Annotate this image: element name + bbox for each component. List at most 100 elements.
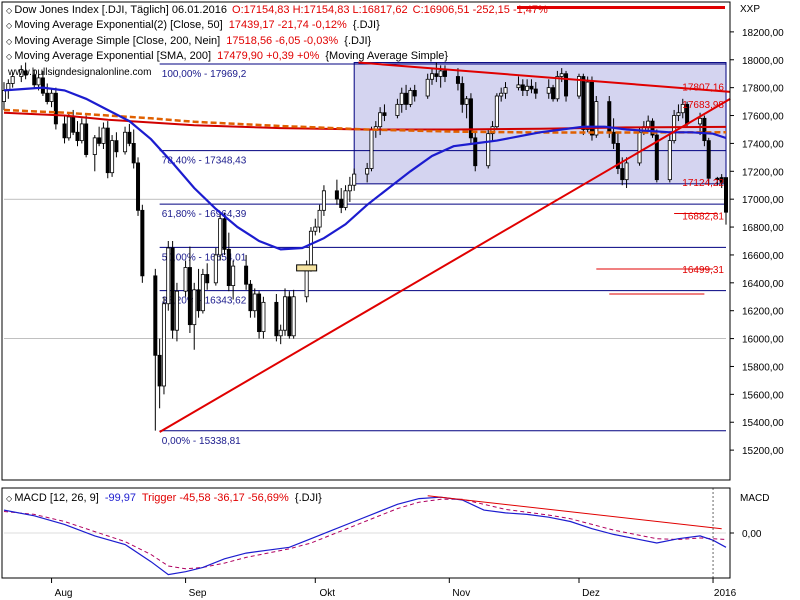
candle-body [140, 209, 145, 277]
candle-body [105, 127, 110, 174]
candle-body [464, 98, 469, 105]
candle-body [205, 274, 210, 284]
candle-body [620, 168, 625, 181]
candle-body [192, 289, 197, 326]
candle-body [430, 73, 435, 80]
watermark: www.bullsigndesignalonline.com [7, 67, 151, 78]
candle-body [468, 98, 473, 139]
candle-body [611, 131, 616, 144]
candle-body [23, 70, 28, 76]
candle-body [525, 85, 530, 91]
y-tick-label: 16200,00 [742, 307, 784, 318]
candle-body [278, 329, 283, 337]
price-annotation: 16882,81 [682, 212, 724, 223]
candle-body [425, 78, 430, 97]
candle-body [343, 190, 348, 208]
instrument-color-swatch [517, 6, 725, 9]
candle-body [499, 92, 504, 97]
candle-body [352, 173, 357, 186]
trendlines [159, 61, 731, 433]
candle-body [321, 190, 326, 211]
y-tick-label: 17400,00 [742, 139, 784, 150]
candle-body [174, 290, 179, 331]
y-tick-label: 15800,00 [742, 362, 784, 373]
time-axis: Aug Sep Okt Nov Dez 2016 [51, 488, 737, 599]
candle-body [32, 74, 37, 86]
x-tick-label: Sep [189, 588, 207, 599]
instrument-title: Dow Jones Index [.DJI, Täglich] 06.01.20… [14, 4, 227, 16]
candle-body [577, 76, 582, 97]
candle-body [283, 296, 288, 331]
candle-body [412, 90, 417, 97]
price-zone-box [353, 62, 727, 185]
x-tick-label: Dez [582, 588, 600, 599]
candle-body [334, 190, 339, 200]
x-tick-label: 2016 [714, 588, 737, 599]
ema2-name: Moving Average Exponential(2) [Close, 50… [14, 19, 222, 31]
candle-body [136, 162, 141, 211]
y-tick-label: 18000,00 [742, 56, 784, 67]
candle-body [369, 129, 374, 169]
candle-body [347, 184, 352, 192]
fib-label: 78,40% - 17348,43 [162, 156, 247, 167]
price-pane[interactable]: 100,00% - 17969,2 78,40% - 17348,43 61,80%… [1, 1, 731, 481]
candle-body [486, 133, 491, 167]
candle-body [261, 301, 266, 333]
candle-body [123, 131, 128, 153]
candle-body [698, 117, 703, 125]
price-pane-frame [1, 1, 731, 481]
x-tick-label: Nov [452, 588, 470, 599]
instrument-close: C:16906,51 -252,15 -1,47% [413, 4, 548, 16]
candle-body [157, 354, 162, 387]
candle-body [110, 140, 115, 174]
candle-body [79, 123, 84, 142]
axis-unit-label: XXP [740, 4, 760, 15]
candle-body [226, 248, 231, 287]
candle-body [546, 87, 551, 94]
candle-body [84, 123, 89, 155]
macd-pane[interactable]: ◇ MACD [12, 26, 9] -99,97 Trigger -45,58… [1, 487, 769, 579]
candle-body [49, 92, 54, 102]
candle-body [308, 230, 313, 270]
candle-body [503, 87, 508, 94]
macd-value: -99,97 [105, 492, 136, 504]
moving-averages [3, 86, 727, 251]
y-tick-label: 16600,00 [742, 251, 784, 262]
ema-sma-name: Moving Average Exponential [SMA, 200] [14, 50, 211, 62]
candle-body [127, 131, 132, 144]
y-tick-label: 16400,00 [742, 279, 784, 290]
candle-body [581, 76, 586, 130]
candle-body [45, 92, 50, 102]
candle-body [161, 303, 166, 387]
candle-body [438, 70, 443, 77]
x-tick-label: Okt [320, 588, 336, 599]
candle-body [533, 88, 538, 94]
ema2-values: 17439,17 -21,74 -0,12% [229, 19, 347, 31]
y-tick-label: 15400,00 [742, 418, 784, 429]
candle-body [222, 218, 227, 250]
candle-body [555, 76, 560, 100]
y-tick-label: 15600,00 [742, 390, 784, 401]
candle-body [702, 117, 707, 142]
sma-icon: ◇ [6, 37, 14, 46]
candle-body [654, 134, 659, 181]
candle-body [559, 73, 564, 77]
candle-body [317, 209, 322, 228]
candle-body [706, 140, 711, 179]
candle-body [183, 267, 188, 292]
ema-sma-values: 17479,90 +0,39 +0% [217, 50, 319, 62]
legend-line-1: ◇ Dow Jones Index [.DJI, Täglich] 06.01.… [6, 4, 548, 16]
macd-source: {.DJI} [295, 492, 322, 504]
candle-body [274, 301, 279, 337]
fib-label: 61,80% - 16964,39 [162, 209, 247, 220]
candle-body [399, 92, 404, 105]
candle-body [434, 73, 439, 77]
y-tick-label: 16800,00 [742, 223, 784, 234]
trendline [159, 97, 731, 433]
ema-sma-icon: ◇ [6, 52, 14, 61]
candle-body [200, 274, 205, 312]
candle-body [378, 112, 383, 128]
candle-body [564, 73, 569, 97]
y-tick-label: 17200,00 [742, 167, 784, 178]
